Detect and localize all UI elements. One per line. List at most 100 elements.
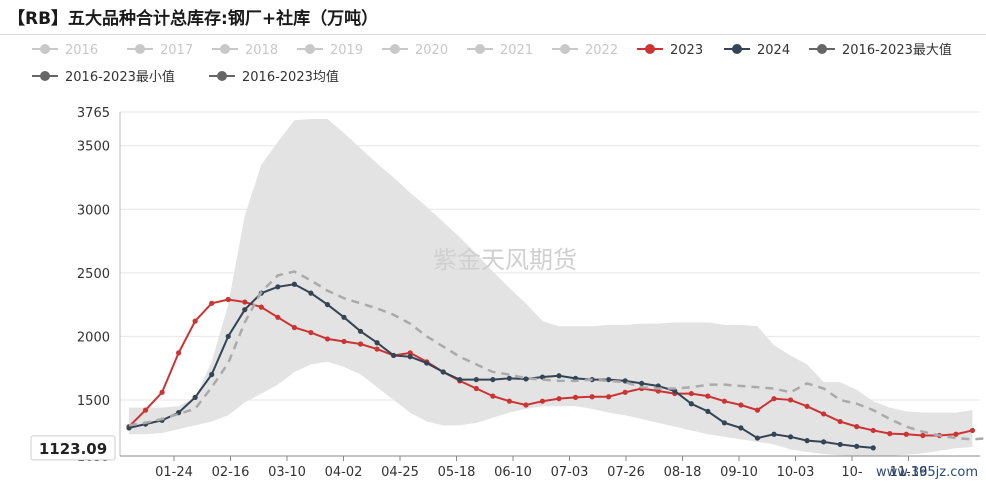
series-point: [407, 350, 413, 356]
legend-marker: [645, 44, 655, 54]
y-tick-label: 2000: [77, 330, 110, 345]
legend-item: 2017: [127, 43, 193, 58]
legend-label: 2022: [585, 43, 618, 58]
series-point: [606, 376, 612, 383]
x-tick-label: 03-10: [268, 465, 306, 480]
x-tick-label: 06-10: [494, 465, 532, 480]
chart-title: 【RB】五大品种合计总库存:钢厂+社库（万吨）: [8, 9, 379, 29]
series-point: [424, 360, 430, 366]
series-point: [308, 290, 314, 296]
y-tick-label: 3500: [77, 140, 110, 155]
legend-marker: [390, 44, 400, 54]
legend-marker: [40, 44, 50, 54]
series-point: [556, 396, 562, 402]
x-tick-label: 10-03: [777, 465, 815, 480]
legend-marker: [817, 44, 827, 54]
series-line: [128, 298, 973, 437]
legend-label: 2023: [670, 43, 703, 58]
series-point: [953, 431, 959, 437]
series-point: [192, 394, 198, 400]
series-point: [705, 393, 711, 399]
legend-item: 2016-2023最小值: [32, 69, 175, 85]
series-point: [705, 408, 711, 414]
series-point: [622, 389, 628, 395]
series-point: [556, 373, 562, 379]
legend-label: 2019: [330, 43, 363, 58]
series-point: [688, 390, 694, 397]
series-point: [308, 329, 314, 336]
series-point: [787, 397, 794, 403]
series-point: [374, 346, 380, 352]
legend-item: 2021: [467, 43, 533, 58]
series-point: [242, 307, 248, 313]
series-point: [539, 374, 546, 380]
series-point: [821, 411, 827, 417]
series-point: [572, 394, 579, 400]
series-point: [473, 385, 479, 392]
x-tick-label: 07-26: [607, 465, 645, 480]
series-point: [854, 424, 860, 430]
series-point: [490, 376, 496, 383]
series-point: [506, 398, 512, 404]
series-point: [903, 431, 909, 437]
series-point: [721, 398, 727, 404]
x-tick-label: 09-10: [720, 465, 758, 480]
legend-marker: [217, 71, 227, 81]
series-point: [639, 380, 645, 387]
series-point: [291, 324, 297, 331]
series-point: [374, 340, 380, 346]
series-point: [787, 434, 794, 440]
legend-item: 2022: [552, 43, 618, 58]
y-tick-label: 3765: [77, 106, 110, 121]
x-tick-label: 02-16: [212, 465, 250, 480]
series-point: [225, 296, 231, 303]
series-point: [837, 441, 843, 448]
series-point: [523, 402, 529, 408]
series-point: [887, 431, 893, 437]
series-point: [142, 407, 149, 413]
series-point: [357, 328, 364, 334]
y-tick-label: 2500: [77, 267, 110, 282]
legend-item: 2023: [637, 43, 703, 58]
band-area: [129, 118, 973, 456]
series-point: [159, 389, 165, 395]
series-point: [126, 425, 132, 431]
legend-item: 2016: [32, 43, 98, 58]
x-tick-label: 01-24: [155, 465, 193, 480]
series-point: [440, 369, 446, 375]
series-point: [341, 314, 347, 320]
series-point: [920, 432, 926, 439]
legend-item: 2024: [724, 43, 790, 58]
series-point: [688, 401, 694, 407]
legend-item: 2020: [382, 43, 448, 58]
watermark-text: 紫金天风期货: [433, 246, 577, 274]
series-point: [721, 420, 727, 426]
series-point: [242, 299, 248, 305]
series-point: [738, 402, 744, 408]
x-tick-label: 05-18: [438, 465, 476, 480]
series-point: [523, 376, 529, 382]
series-line: [128, 270, 986, 441]
legend-label: 2024: [757, 43, 790, 58]
series-point: [341, 338, 347, 345]
series-point: [225, 333, 231, 339]
series-point: [258, 304, 264, 310]
x-tick-label: 08-18: [664, 465, 702, 480]
series-line: [128, 283, 874, 449]
x-tick-label: 07-03: [551, 465, 589, 480]
x-tick-label: 04-02: [325, 465, 363, 480]
legend-marker: [732, 44, 742, 54]
series-point: [754, 407, 761, 413]
x-axis: 01-24 02-16 03-10 04-02 04-25 05-18 06-10 07-03…: [120, 455, 980, 480]
y-axis: 1059150020002500300035003765: [77, 106, 121, 465]
legend-label: 2017: [160, 43, 193, 58]
series-point: [804, 403, 810, 409]
series-point: [324, 301, 331, 308]
legend-label: 2018: [245, 43, 278, 58]
series-point: [771, 396, 777, 402]
series-point: [506, 375, 512, 381]
title-divider: [0, 34, 986, 35]
series-2016-2023均值: [128, 270, 986, 441]
series-point: [457, 376, 463, 383]
max-min-band: [129, 118, 973, 456]
